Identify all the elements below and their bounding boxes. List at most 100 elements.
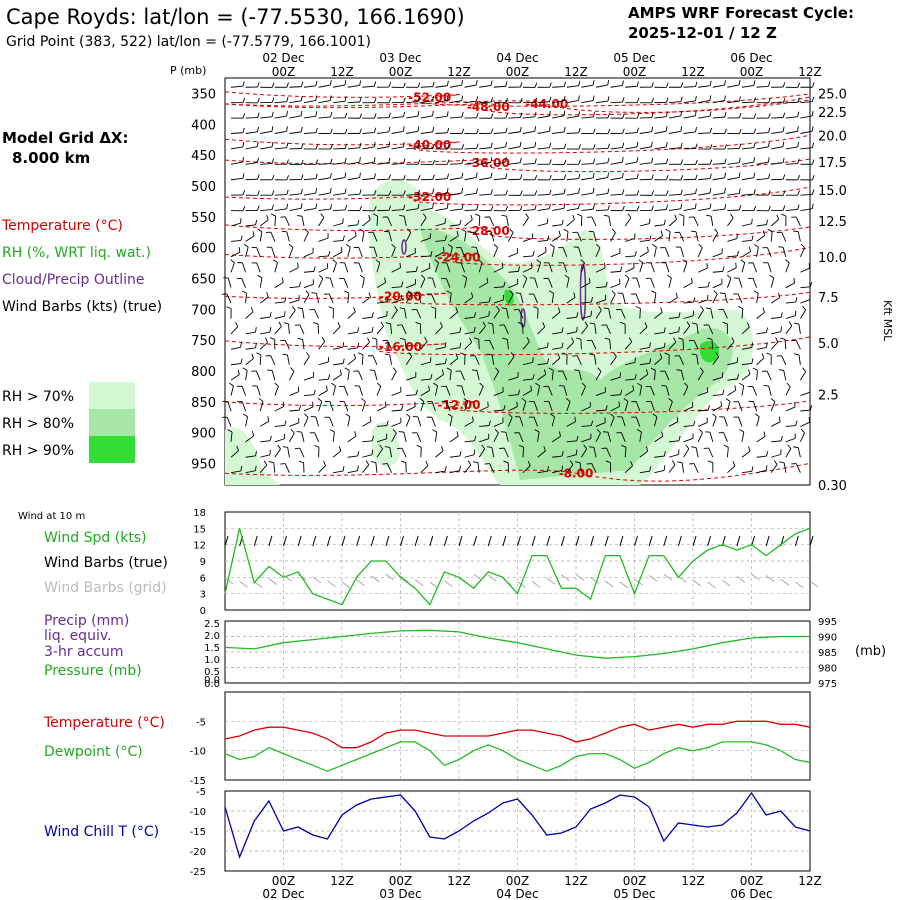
wind-barb-staff — [522, 465, 531, 473]
wind-barb-staff — [376, 162, 389, 165]
wind-barb-flag — [751, 235, 754, 241]
wind-barb-flag — [673, 337, 677, 343]
wind-barb-flag — [519, 190, 523, 196]
wind-barb-flag — [304, 413, 309, 418]
wind-barb-staff — [800, 309, 806, 319]
wind-barb-staff — [474, 355, 480, 365]
wind-barb-staff — [478, 325, 486, 335]
wind-barb-flag — [797, 111, 800, 117]
wind-barb-staff — [420, 86, 433, 88]
wind-speed-line — [224, 527, 811, 606]
wind-barb-staff — [752, 278, 758, 288]
wind-barb-grid-mark — [663, 573, 673, 581]
wind-barb-staff — [581, 84, 594, 88]
wind-barb-staff — [563, 262, 568, 273]
wind-barb-staff — [332, 431, 335, 442]
wind-barb-staff — [756, 161, 769, 165]
wind-barb-flag — [505, 157, 507, 163]
wind-barb-staff — [708, 447, 714, 458]
wind-barb-true-mark — [502, 535, 507, 547]
wind-barb-staff — [797, 231, 801, 242]
wind-barb-flag — [400, 337, 406, 340]
wind-barb-staff — [625, 146, 638, 150]
wind-barb-staff — [635, 401, 641, 412]
wind-barb-staff — [493, 422, 504, 427]
wind-barb-staff — [464, 177, 477, 181]
p-axis-title: P (mb) — [170, 64, 206, 77]
wind-barb-staff — [522, 447, 525, 458]
wind-barb-flag — [505, 190, 508, 196]
wind-barb-staff — [362, 420, 372, 427]
wind-barb-flag — [607, 157, 610, 163]
wind-barb-staff — [712, 283, 723, 289]
wind-barb-flag — [811, 175, 815, 181]
wind-barb-flag — [359, 80, 362, 86]
wind-barb-staff — [756, 332, 767, 335]
temperature-contour-label: -16.00 — [379, 340, 422, 354]
wind-barb-flag — [607, 172, 610, 178]
wind-barb-staff — [639, 262, 644, 273]
wind-barb-staff — [343, 401, 349, 412]
wind-barb-flag — [371, 435, 374, 441]
wind-barb-flag — [444, 235, 448, 241]
wind-barb-flag — [519, 205, 523, 211]
wind-barb-staff — [756, 246, 759, 257]
wind-barb-flag — [379, 444, 383, 450]
wind-barb-flag — [269, 435, 272, 441]
wind-barb-flag — [797, 175, 800, 181]
wind-barb-staff — [259, 219, 269, 227]
bottom-hour-label: 12Z — [681, 874, 705, 888]
wind-barb-true-mark — [312, 535, 317, 547]
wind-barb-staff — [708, 324, 714, 335]
wind-barb-staff — [434, 385, 438, 396]
pressure-tick-label: 750 — [191, 334, 216, 349]
wind-barb-staff — [581, 100, 594, 104]
wind-barb-flag — [605, 281, 608, 287]
wind-barb-staff — [639, 251, 649, 258]
wind-barb-flag — [549, 96, 552, 102]
wind-barb-flag — [797, 97, 800, 103]
wind-tick-label: 0 — [200, 606, 206, 617]
wind-barb-staff — [566, 219, 575, 227]
wind-barb-flag — [680, 189, 683, 195]
wind-barb-staff — [318, 267, 328, 273]
wind-barb-flag — [263, 460, 268, 466]
wind-barb-staff — [710, 308, 714, 319]
wind-barb-staff — [785, 315, 796, 319]
pressure-tick-label: 350 — [191, 87, 216, 102]
wind-barb-staff — [610, 394, 621, 397]
wind-barb-staff — [299, 447, 305, 458]
wind-barb-staff — [770, 277, 775, 288]
wind-barb-staff — [770, 464, 778, 473]
wind-barb-staff — [347, 470, 358, 474]
wind-barb-staff — [625, 161, 638, 165]
wind-barb-staff — [624, 341, 633, 350]
windchill-panel: -5-10-15-20-25 00Z 12Z 00Z 12Z 00Z 12Z 00Z 12Z 0… — [190, 787, 822, 900]
wind-barb-staff — [683, 100, 696, 104]
wind-barb-flag — [402, 126, 405, 132]
wind-barb-flag — [782, 190, 786, 196]
wind-barb-staff — [766, 247, 772, 258]
wind-barb-staff — [551, 246, 555, 257]
wind-barb-staff — [727, 209, 740, 212]
wind-barb-staff — [318, 390, 328, 396]
wind-barb-flag — [384, 353, 390, 356]
pressure-tick-label: 500 — [191, 180, 216, 195]
wind-barb-flag — [754, 413, 760, 418]
wind-barb-flag — [407, 290, 412, 295]
temperature-contour-line — [224, 291, 811, 306]
wind-barb-flag — [266, 292, 269, 298]
wind-barb-flag — [563, 95, 566, 101]
wind-barb-flag — [476, 143, 479, 149]
wind-barb-flag — [481, 444, 486, 450]
wind-barb-flag — [778, 416, 781, 422]
wind-barb-flag — [734, 385, 737, 391]
wind-barb-staff — [260, 146, 273, 150]
wind-barb-staff — [318, 255, 329, 258]
wind-barb-flag — [809, 405, 813, 411]
wind-barb-flag — [724, 128, 727, 134]
wind-barb-flag — [344, 367, 350, 371]
wind-barb-staff — [391, 163, 404, 165]
wind-barb-staff — [785, 386, 791, 396]
wind-barb-flag — [695, 126, 698, 133]
